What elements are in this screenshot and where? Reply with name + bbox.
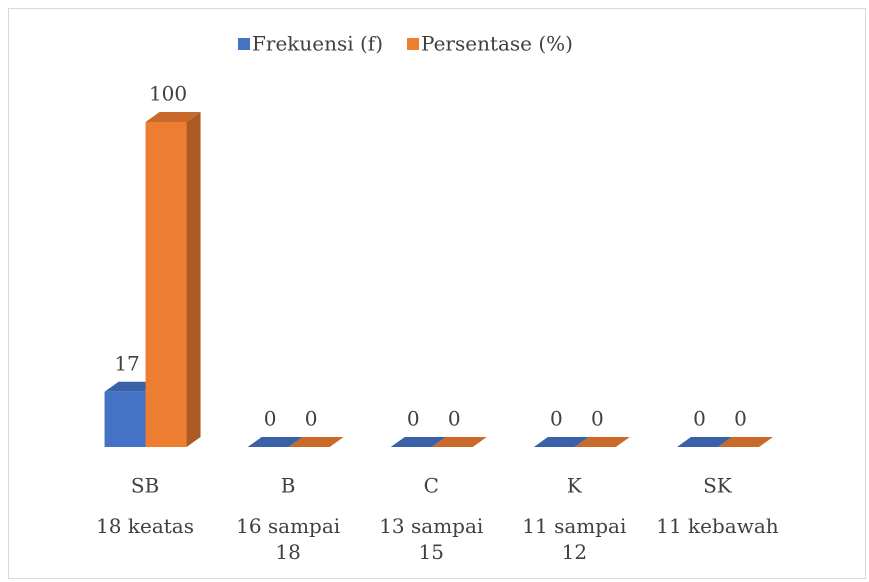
bar-top [390, 437, 446, 447]
x-tick-sublabel: 18 keatas [96, 514, 194, 538]
bar-front [145, 122, 187, 447]
data-label: 0 [407, 407, 420, 431]
bar-top [247, 437, 303, 447]
x-tick-sublabel: 16 sampai 18 [236, 514, 340, 564]
bar-top [676, 437, 732, 447]
x-tick-label: K [567, 474, 583, 498]
data-label: 0 [550, 407, 563, 431]
bar-top [145, 112, 201, 122]
legend-label: Frekuensi (f) [252, 32, 383, 56]
data-label: 0 [264, 407, 277, 431]
data-label: 0 [448, 407, 461, 431]
x-tick-label: SK [703, 474, 733, 498]
data-label: 0 [591, 407, 604, 431]
data-label: 0 [693, 407, 706, 431]
x-tick-sublabel: 11 kebawah [656, 514, 779, 538]
bar [676, 437, 732, 447]
bar-front [104, 391, 146, 447]
bar-top [533, 437, 589, 447]
x-tick-label: SB [131, 474, 159, 498]
legend-label: Persentase (%) [421, 32, 573, 56]
data-label: 0 [734, 407, 747, 431]
x-tick-label: B [281, 474, 296, 498]
bar [247, 437, 303, 447]
bar-top [288, 437, 344, 447]
bar [390, 437, 446, 447]
legend-swatch [238, 38, 250, 50]
x-tick-label: C [424, 474, 439, 498]
bar-side [186, 112, 201, 447]
data-label: 0 [305, 407, 318, 431]
bar [431, 437, 487, 447]
x-tick-sublabel: 11 sampai 12 [522, 514, 626, 564]
bar-top [574, 437, 630, 447]
bar [145, 112, 201, 447]
bar [717, 437, 773, 447]
bar-top [431, 437, 487, 447]
bar [533, 437, 589, 447]
x-tick-sublabel: 13 sampai 15 [379, 514, 483, 564]
bar-top [717, 437, 773, 447]
bar [574, 437, 630, 447]
legend-swatch [407, 38, 420, 50]
data-label: 100 [149, 82, 187, 106]
bar [288, 437, 344, 447]
data-label: 17 [114, 351, 139, 375]
